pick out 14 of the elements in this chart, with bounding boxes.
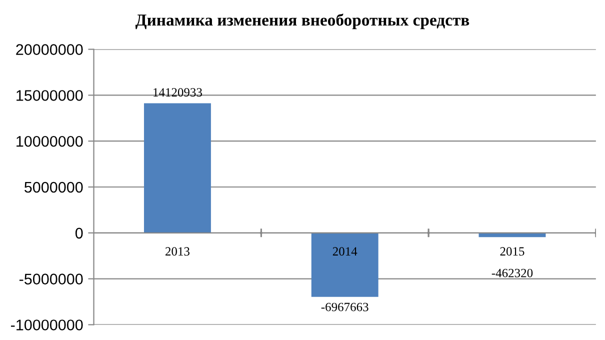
y-tick-label: 15000000 (16, 90, 83, 101)
x-tick-label: 2015 (500, 247, 524, 256)
data-label: 14120933 (154, 88, 202, 97)
chart-title: Динамика изменения внеоборотных средств (135, 14, 470, 30)
data-label: -462320 (492, 268, 533, 278)
y-tick-label: -5000000 (19, 274, 83, 284)
y-tick-label: 10000000 (16, 136, 83, 147)
data-label: -6967663 (321, 302, 368, 312)
y-tick-label: -10000000 (10, 320, 83, 330)
y-tick-label: 5000000 (24, 182, 83, 193)
y-tick-label: 20000000 (16, 44, 83, 55)
x-tick-label: 2013 (166, 247, 190, 256)
x-tick-label: 2014 (332, 247, 358, 256)
y-tick-label: 0 (75, 228, 83, 239)
